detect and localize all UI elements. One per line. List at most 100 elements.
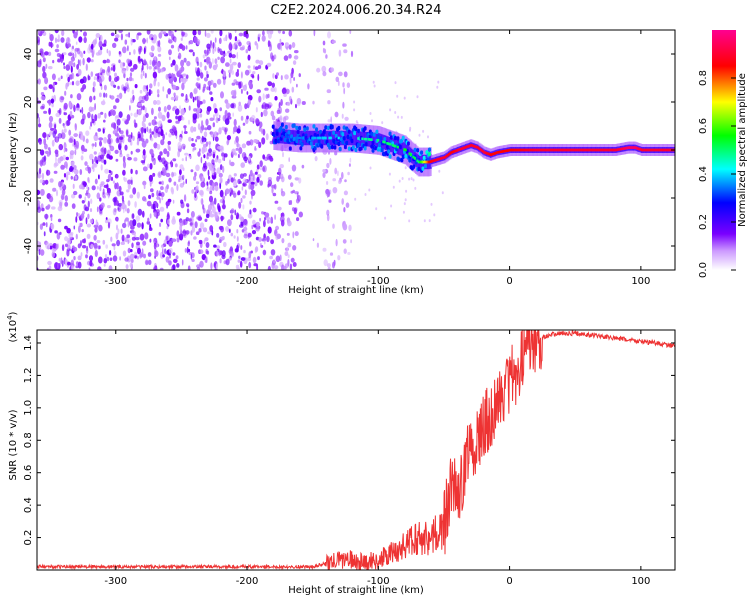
ridge-core [287, 135, 290, 139]
noise-speck [142, 166, 148, 172]
noise-speck [41, 51, 45, 58]
ridge-core [388, 142, 391, 146]
ridge-core [461, 147, 464, 150]
noise-speck [63, 102, 68, 110]
ridge-core [594, 148, 598, 152]
noise-speck [87, 166, 92, 174]
x-tick-label: 0 [506, 576, 512, 587]
noise-speck [129, 105, 131, 111]
noise-speck [48, 99, 51, 106]
noise-speck [86, 57, 91, 63]
noise-speck [342, 82, 345, 88]
noise-speck [298, 73, 301, 78]
ridge-core [547, 148, 550, 152]
noise-speck [165, 172, 171, 178]
ridge-core [596, 148, 599, 152]
ridge-core [501, 150, 504, 153]
ridge-blob [309, 141, 313, 146]
noise-speck [146, 126, 149, 133]
ridge-core [489, 153, 493, 157]
noise-speck [107, 138, 112, 145]
noise-speck [160, 139, 165, 146]
noise-speck [165, 132, 168, 136]
noise-speck [125, 82, 129, 88]
ridge-core [492, 152, 495, 156]
noise-speck [54, 123, 57, 130]
noise-speck [110, 176, 114, 181]
ridge-core [605, 148, 608, 152]
noise-speck [70, 265, 75, 270]
snr-marks [37, 330, 675, 570]
noise-speck [327, 100, 331, 105]
noise-speck [270, 239, 274, 245]
noise-speck [142, 84, 146, 92]
noise-speck [137, 32, 142, 36]
noise-speck [177, 69, 183, 74]
noise-speck [256, 177, 260, 183]
noise-speck [75, 265, 79, 269]
ridge-core [615, 148, 619, 152]
ridge-blob [401, 154, 405, 159]
noise-speck [213, 262, 216, 268]
noise-speck [293, 77, 295, 81]
noise-speck [205, 242, 210, 248]
noise-speck [231, 82, 236, 86]
noise-speck [166, 94, 169, 99]
noise-speck [207, 152, 212, 157]
noise-speck [132, 94, 135, 101]
noise-speck [60, 59, 63, 64]
noise-speck [288, 200, 291, 205]
y-tick-label: 0.6 [23, 465, 34, 481]
noise-speck [177, 141, 182, 149]
noise-speck [85, 254, 88, 259]
ridge-core [453, 150, 456, 153]
noise-speck [225, 52, 228, 57]
noise-speck [86, 190, 89, 195]
noise-speck [118, 111, 123, 118]
ridge-core [638, 147, 641, 151]
noise-speck [272, 73, 275, 79]
noise-speck [119, 61, 124, 69]
noise-speck [84, 161, 88, 167]
noise-speck [293, 55, 299, 60]
noise-speck [296, 97, 302, 105]
noise-speck [345, 202, 350, 208]
noise-speck [162, 254, 166, 258]
noise-speck [251, 114, 256, 122]
noise-speck [264, 216, 266, 221]
noise-speck [166, 104, 172, 111]
noise-speck [244, 103, 248, 110]
noise-speck [45, 222, 48, 228]
ridge-core [650, 148, 653, 152]
noise-speck [237, 144, 241, 148]
noise-speck [204, 237, 209, 242]
noise-speck [70, 65, 73, 73]
noise-speck [248, 80, 252, 87]
noise-speck [99, 83, 103, 87]
ridge-band [401, 141, 405, 157]
noise-speck [105, 217, 108, 221]
noise-speck [288, 157, 291, 163]
noise-speck [157, 81, 160, 87]
noise-speck [218, 158, 222, 164]
noise-speck [197, 216, 203, 221]
noise-speck [96, 240, 101, 244]
x-tick-label: 0 [506, 276, 512, 287]
noise-speck [338, 179, 342, 185]
noise-speck [176, 230, 180, 238]
noise-speck [126, 234, 130, 239]
ridge-blob [385, 144, 390, 150]
noise-speck [196, 61, 199, 66]
noise-speck [284, 115, 289, 121]
noise-speck [168, 177, 172, 183]
ridge-core [429, 160, 432, 163]
noise-speck [149, 182, 152, 187]
noise-speck [122, 161, 127, 169]
noise-speck [64, 201, 69, 207]
noise-speck [219, 182, 222, 190]
ridge-core [560, 148, 563, 152]
noise-speck [410, 177, 413, 181]
noise-speck [63, 125, 66, 129]
noise-speck [141, 140, 147, 148]
noise-speck [195, 185, 198, 194]
